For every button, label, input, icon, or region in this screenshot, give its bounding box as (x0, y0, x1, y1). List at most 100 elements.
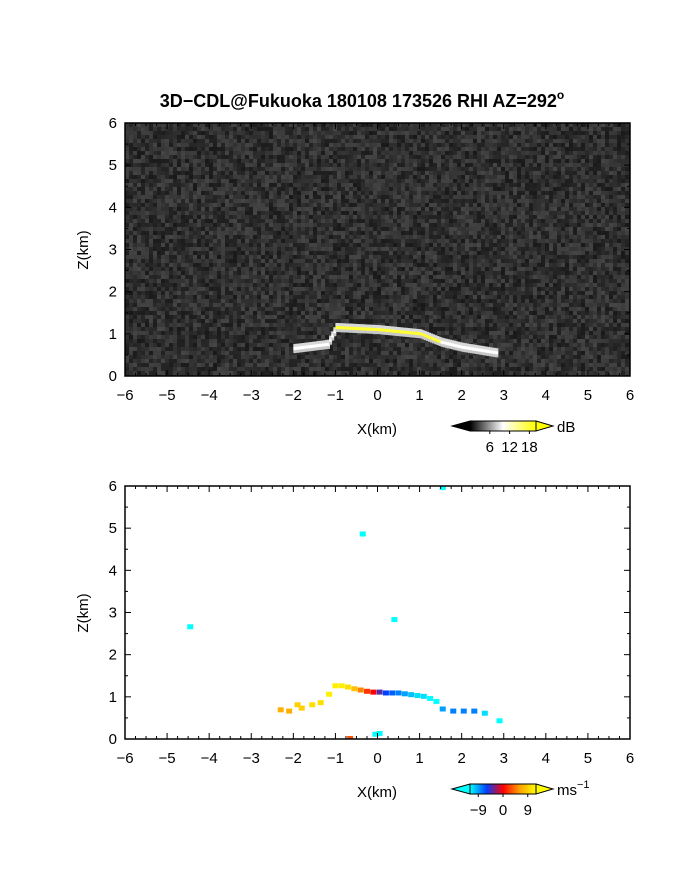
velocity-x-axis-label: X(km) (357, 784, 397, 801)
echo-halo (320, 340, 324, 344)
echo-halo (327, 339, 330, 343)
chart-title: 3D−CDL@Fukuoka 180108 173526 RHI AZ=292o (160, 88, 564, 111)
echo-cell (493, 350, 497, 355)
velocity-plot-background (125, 486, 630, 739)
echo-halo (383, 325, 387, 329)
x-tick-label: 0 (373, 387, 381, 404)
x-tick-label: 2 (457, 387, 465, 404)
velocity-colorbar-unit: ms−1 (557, 779, 590, 799)
echo-halo (463, 343, 467, 347)
echo-cell (409, 330, 413, 335)
echo-halo (474, 350, 478, 354)
echo-halo (457, 347, 461, 351)
echo-halo (371, 330, 375, 334)
echo-halo (327, 345, 330, 349)
echo-cell (467, 346, 471, 351)
echo-cell (434, 337, 438, 342)
echo-cell (360, 326, 364, 331)
echo-halo (467, 343, 471, 347)
echo-halo (404, 327, 408, 331)
cnr-axis-ticks: −6 −5 −4 −3 −2 −1 0 1 2 3 4 5 6 0 1 2 3 4 5 6 (109, 115, 635, 404)
velocity-point (351, 686, 358, 692)
echo-cell (343, 325, 347, 330)
echo-halo (442, 344, 446, 348)
echo-cell (472, 347, 476, 352)
echo-cell (415, 331, 419, 336)
echo-halo (358, 330, 362, 334)
echo-halo (333, 333, 337, 337)
x-tick-label: 1 (415, 387, 423, 404)
x-tick-label: −3 (243, 387, 260, 404)
echo-halo (303, 348, 307, 352)
echo-halo (453, 340, 457, 344)
echo-cell (297, 346, 301, 351)
echo-halo (404, 333, 408, 337)
echo-cell (428, 335, 431, 340)
echo-cell (440, 340, 444, 345)
echo-cell (358, 326, 362, 331)
echo-halo (318, 340, 322, 344)
velocity-point (286, 708, 293, 714)
echo-halo (373, 330, 377, 334)
echo-halo (444, 344, 448, 348)
echo-halo (398, 333, 402, 337)
echo-halo (396, 333, 400, 337)
velocity-point (427, 695, 434, 701)
echo-halo (438, 342, 442, 346)
echo-cell (329, 338, 333, 343)
echo-halo (400, 327, 404, 331)
echo-halo (417, 329, 421, 333)
echo-cell (331, 333, 335, 338)
echo-cell (314, 343, 318, 348)
cnr-colorbar-low-arrow (450, 420, 471, 432)
echo-cell (301, 345, 305, 350)
echo-halo (402, 333, 406, 337)
echo-halo (409, 334, 413, 338)
x-tick-label: 0 (373, 750, 381, 767)
echo-halo (383, 331, 387, 335)
echo-cell (293, 346, 297, 351)
echo-halo (314, 347, 318, 351)
velocity-point (338, 683, 345, 689)
velocity-points (187, 486, 503, 739)
echo-cell (354, 326, 358, 331)
echo-halo (377, 331, 381, 335)
echo-halo (489, 353, 493, 357)
echo-cell (324, 342, 328, 347)
velocity-point (450, 708, 457, 714)
velocity-colorbar-low-arrow (450, 783, 471, 795)
echo-cell (339, 325, 343, 330)
echo-cell (455, 343, 459, 348)
echo-halo (434, 335, 438, 339)
echo-halo (392, 326, 396, 330)
echo-halo (493, 347, 497, 351)
echo-halo (455, 347, 459, 351)
colorbar-tick-label: 18 (521, 439, 538, 456)
echo-halo (348, 323, 352, 327)
echo-halo (446, 345, 450, 349)
x-tick-label: −2 (285, 750, 302, 767)
echo-cell (310, 344, 314, 349)
y-tick-label: 6 (109, 115, 117, 132)
echo-halo (472, 350, 476, 354)
echo-halo (337, 323, 341, 327)
echo-cell (392, 329, 396, 334)
cnr-colorbar: 6 12 18 dB (450, 419, 575, 456)
echo-cell (388, 328, 392, 333)
velocity-point (326, 691, 333, 697)
echo-halo (459, 348, 463, 352)
echo-halo (413, 334, 417, 338)
echo-halo (312, 347, 316, 351)
echo-halo (484, 352, 488, 356)
echo-cell (394, 329, 398, 334)
x-tick-label: 5 (584, 750, 592, 767)
echo-cell (362, 326, 366, 331)
x-tick-label: 6 (626, 750, 634, 767)
echo-halo (465, 343, 469, 347)
echo-halo (419, 335, 423, 339)
echo-halo (379, 325, 383, 329)
echo-halo (293, 350, 297, 354)
echo-cell (377, 327, 381, 332)
cnr-y-axis-label: Z(km) (75, 230, 92, 269)
